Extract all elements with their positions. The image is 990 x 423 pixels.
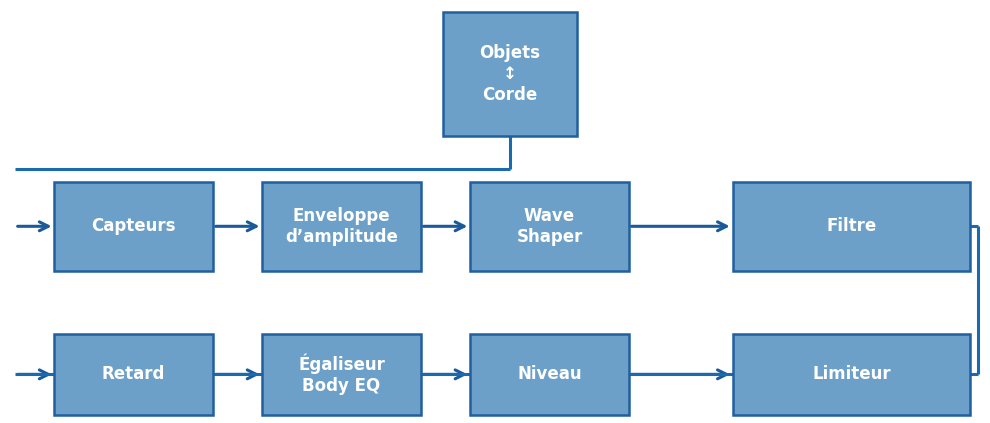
Text: Objets
↕
Corde: Objets ↕ Corde xyxy=(479,44,541,104)
Text: Égaliseur
Body EQ: Égaliseur Body EQ xyxy=(298,354,385,395)
Text: Niveau: Niveau xyxy=(517,365,582,383)
FancyBboxPatch shape xyxy=(733,182,970,271)
FancyBboxPatch shape xyxy=(444,12,576,136)
Text: Retard: Retard xyxy=(102,365,165,383)
FancyBboxPatch shape xyxy=(470,334,629,415)
Text: Capteurs: Capteurs xyxy=(91,217,176,235)
Text: Filtre: Filtre xyxy=(827,217,876,235)
Text: Limiteur: Limiteur xyxy=(812,365,891,383)
Text: Enveloppe
d’amplitude: Enveloppe d’amplitude xyxy=(285,207,398,246)
FancyBboxPatch shape xyxy=(54,334,213,415)
FancyBboxPatch shape xyxy=(262,182,421,271)
FancyBboxPatch shape xyxy=(470,182,629,271)
Text: Wave
Shaper: Wave Shaper xyxy=(516,207,583,246)
FancyBboxPatch shape xyxy=(54,182,213,271)
FancyBboxPatch shape xyxy=(733,334,970,415)
FancyBboxPatch shape xyxy=(262,334,421,415)
